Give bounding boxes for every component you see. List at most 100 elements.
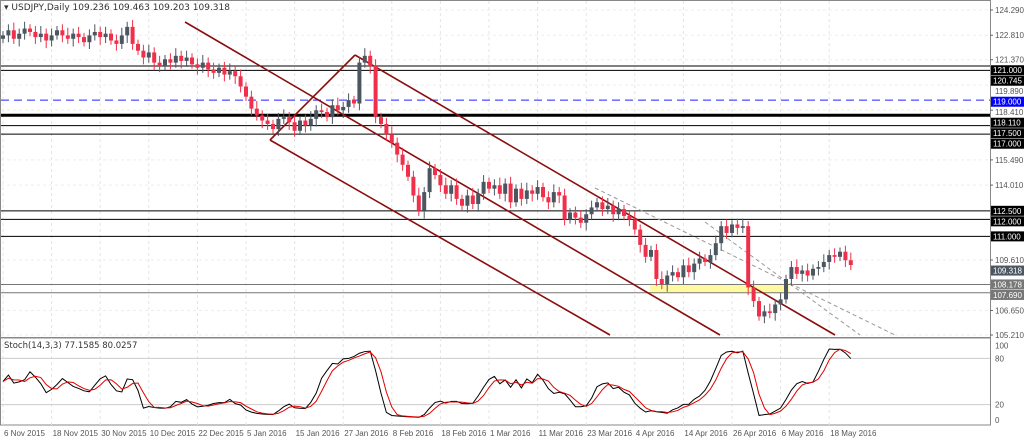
channel-line [269,54,356,141]
candle-bull [708,255,713,262]
candle-bull [314,110,319,119]
candle-bull [681,265,686,278]
candle-bear [82,37,86,43]
x-tick-label: 5 Jan 2016 [247,429,287,438]
level-label: 111.000 [993,232,1021,241]
candle-bear [848,260,853,266]
candle-bear [265,120,270,124]
candle-bull [773,304,778,314]
y-tick-label: 106.650 [995,306,1024,315]
candle-bull [589,207,594,215]
trend-line-dashed [704,221,861,336]
candle-bear [244,86,248,97]
x-tick-label: 27 Jan 2016 [344,429,389,438]
symbol-label: USDJPY,Daily [11,3,70,13]
stoch-axis-label: 20 [995,401,1004,410]
candle-bear [794,267,799,274]
x-tick-label: 10 Dec 2015 [150,429,196,438]
level-label: 118.110 [993,119,1021,128]
level-tag [991,65,1024,76]
candle-bear [303,120,308,126]
candle-bull [838,251,842,257]
candle-bear [416,195,421,211]
candle-bear [530,190,535,194]
candle-bull [514,188,518,203]
current-price-tag [991,265,1024,276]
candle-bull [503,183,508,194]
candle-bull [298,120,302,131]
candle-bear [352,100,356,104]
candle-bear [686,265,691,273]
candle-bear [643,244,648,257]
candle-bull [217,67,221,73]
y-tick-label: 109.610 [995,256,1024,265]
candle-bear [109,33,113,41]
candle-bull [17,33,22,39]
candle-bear [497,185,502,194]
candle-bull [740,226,745,228]
candle-bear [254,108,259,116]
level-tag [991,289,1024,300]
candle-bull [308,118,313,126]
y-tick-label: 122.810 [995,31,1024,40]
x-tick-label: 23 Mar 2016 [587,429,632,438]
candle-bear [136,43,140,51]
level-label: 107.690 [993,291,1022,300]
chart-header: ▾ USDJPY,Daily 109.236 109.463 109.203 1… [4,3,230,13]
candle-bear [271,123,275,130]
candle-bull [465,195,470,206]
x-tick-label: 18 Nov 2015 [53,429,99,438]
x-tick-label: 26 Apr 2016 [733,429,777,438]
candle-bear [335,105,340,111]
candle-bull [476,193,481,205]
level-tag [991,205,1024,216]
candle-bear [805,270,810,276]
level-tag [991,279,1024,290]
candle-bear [541,186,545,198]
candle-bear [195,64,200,68]
candle-bull [227,71,232,75]
candle-bull [800,270,805,274]
level-label: 112.500 [993,207,1022,216]
candle-bear [28,28,32,32]
candle-bull [146,52,151,58]
channel-line [269,139,611,336]
candle-bull [481,181,486,194]
candle-bull [173,55,178,63]
candle-bull [784,278,788,300]
candle-bear [578,217,583,223]
candle-bull [200,62,205,68]
candle-bear [319,110,324,113]
level-tag [991,128,1024,139]
candle-bear [379,117,383,124]
y-tick-label: 118.410 [995,108,1024,117]
candle-bear [60,30,65,36]
candle-bull [492,185,497,189]
candle-bear [735,224,740,228]
stoch-main-line [2,348,852,418]
candle-bull [38,33,43,38]
candle-bear [557,192,562,196]
candle-bear [384,123,389,135]
candle-bull [713,243,718,256]
candle-bear [433,168,437,176]
candle-bear [238,76,243,87]
candle-bear [114,40,119,44]
candle-bear [443,185,448,194]
candle-bull [6,30,11,36]
level-tag [991,216,1024,227]
candle-bear [179,55,184,61]
candle-bull [449,185,454,194]
x-tick-label: 6 Nov 2015 [4,429,45,438]
y-tick-label: 114.010 [995,181,1024,190]
dropdown-icon[interactable]: ▾ [4,3,9,13]
candle-bear [638,229,643,245]
level-tag [991,96,1024,107]
y-tick-label: 105.210 [995,331,1024,340]
candle-bear [611,205,616,215]
candle-bull [427,168,432,193]
candle-bull [119,35,124,44]
candle-bull [92,31,97,36]
